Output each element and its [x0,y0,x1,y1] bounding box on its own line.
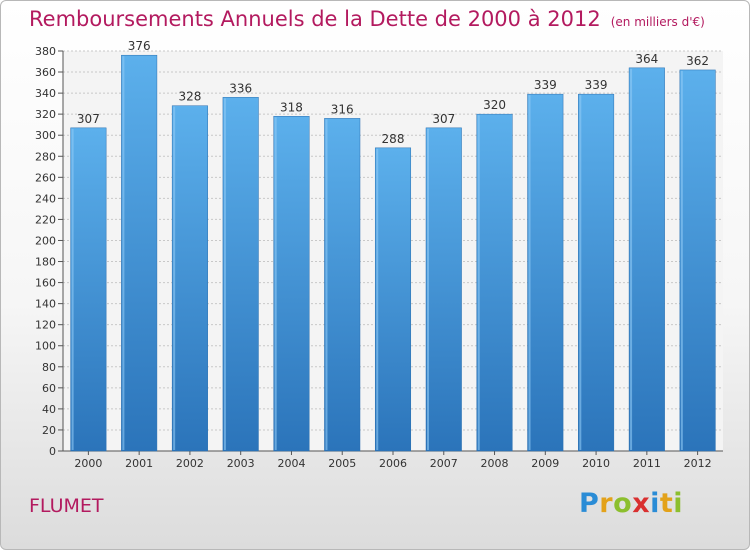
bar-highlight [71,128,74,450]
x-tick-label: 2005 [328,457,356,470]
x-tick-label: 2008 [481,457,509,470]
x-tick-label: 2009 [531,457,559,470]
bar-highlight [477,115,480,450]
y-tick-label: 240 [35,192,56,205]
bar-value-label: 328 [178,90,201,104]
bar-highlight [223,98,226,450]
bar [578,93,615,452]
bar-value-label: 364 [635,52,658,66]
bar-value-label: 339 [585,78,608,92]
bar-highlight [427,128,429,450]
x-tick-label: 2006 [379,457,407,470]
x-tick-label: 2004 [277,457,305,470]
y-tick-label: 340 [35,87,56,100]
y-tick-label: 220 [35,213,56,226]
bar-value-label: 307 [432,112,455,126]
bar-value-label: 362 [686,54,709,68]
y-tick-label: 20 [42,424,56,437]
x-tick-label: 2011 [633,457,661,470]
y-tick-label: 0 [49,445,56,458]
y-tick-label: 280 [35,150,56,163]
bar [222,97,259,452]
y-tick-label: 380 [35,45,56,58]
x-tick-label: 2012 [684,457,712,470]
y-tick-label: 40 [42,403,56,416]
x-tick-label: 2003 [227,457,255,470]
bar-highlight [680,70,683,451]
y-tick-label: 200 [35,234,56,247]
y-tick-label: 80 [42,361,56,374]
bar-highlight [579,95,582,450]
y-tick-label: 140 [35,298,56,311]
bar [425,127,462,452]
y-tick-label: 100 [35,340,56,353]
bar-value-label: 339 [534,78,557,92]
bar [121,54,158,452]
x-tick-label: 2000 [74,457,102,470]
bar [527,93,564,452]
bar-highlight [122,56,125,451]
x-tick-label: 2010 [582,457,610,470]
bars [70,54,716,452]
x-tick-label: 2001 [125,457,153,470]
chart-subtitle: (en milliers d'€) [610,15,705,29]
bar-value-label: 307 [77,112,100,126]
bar [171,105,208,452]
bar-value-label: 288 [382,132,405,146]
bar-highlight [325,119,328,451]
y-tick-label: 120 [35,319,56,332]
proxiti-logo[interactable]: Proxiti [579,488,684,519]
bar-value-label: 320 [483,98,506,112]
bar-highlight [528,95,531,450]
bar [70,127,107,452]
x-tick-label: 2002 [176,457,204,470]
bar-value-label: 316 [331,102,354,116]
y-tick-label: 300 [35,129,56,142]
y-tick-label: 320 [35,108,56,121]
chart-title-text: Remboursements Annuels de la Dette de 20… [29,7,601,31]
bar [679,69,716,452]
bar-highlight [173,106,176,450]
y-tick-label: 260 [35,171,56,184]
commune-name: FLUMET [29,495,104,517]
chart-title: Remboursements Annuels de la Dette de 20… [29,7,705,31]
bar-highlight [630,68,633,450]
bar-value-label: 376 [128,39,151,53]
y-tick-label: 360 [35,66,56,79]
y-tick-label: 60 [42,382,56,395]
bar-value-label: 336 [229,81,252,95]
bar-value-label: 318 [280,100,303,114]
bar [476,113,513,452]
x-tick-label: 2007 [430,457,458,470]
bar [324,118,361,452]
y-tick-label: 180 [35,256,56,269]
bar [273,116,310,452]
bar [374,147,412,452]
bar-highlight [376,148,379,450]
y-tick-label: 160 [35,277,56,290]
bar-highlight [274,117,277,451]
bar [628,67,665,452]
labels: 307 2000 376 2001 328 2002 336 2003 318 2004 316 20… [74,39,711,470]
